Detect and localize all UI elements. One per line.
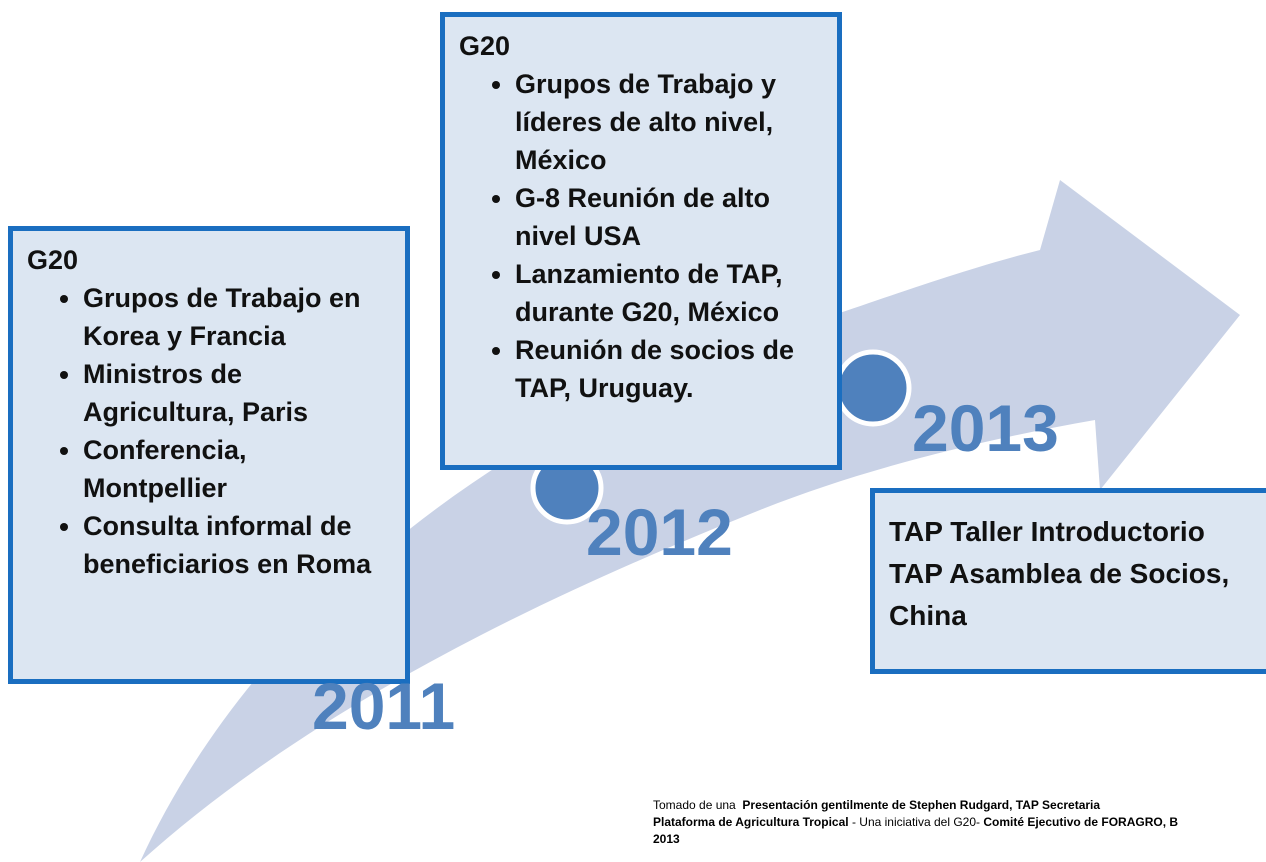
footer-note: Tomado de una Presentación gentilmente d… <box>653 797 1178 848</box>
footer-text: Plataforma de Agricultura Tropical <box>653 815 849 829</box>
bullet-item: Lanzamiento de TAP, durante G20, México <box>515 255 823 331</box>
bullet-item: Grupos de Trabajo y líderes de alto nive… <box>515 65 823 179</box>
milestone-box: TAP Taller Introductorio TAP Asamblea de … <box>870 488 1266 674</box>
milestone-box: G20Grupos de Trabajo en Korea y FranciaM… <box>8 226 410 684</box>
year-label: 2013 <box>912 391 1059 465</box>
milestone-box: G20Grupos de Trabajo y líderes de alto n… <box>440 12 842 470</box>
year-label: 2011 <box>312 669 456 743</box>
footer-text: - Una iniciativa del G20- <box>848 815 984 829</box>
year-label: 2012 <box>586 495 733 569</box>
footer-text: Comité Ejecutivo de FORAGRO, B <box>983 815 1179 829</box>
footer-line: Tomado de una Presentación gentilmente d… <box>653 797 1178 814</box>
bullet-list: Grupos de Trabajo en Korea y FranciaMini… <box>27 279 391 583</box>
box-line: TAP Asamblea de Socios, China <box>889 558 1230 631</box>
milestone-dot <box>834 349 912 427</box>
footer-line: 2013 <box>653 831 1178 848</box>
box-line: TAP Taller Introductorio <box>889 516 1205 547</box>
footer-text: 2013 <box>653 832 680 846</box>
footer-text: Presentación gentilmente de Stephen Rudg… <box>742 798 1101 812</box>
bullet-item: G-8 Reunión de alto nivel USA <box>515 179 823 255</box>
box-heading: G20 <box>27 245 79 275</box>
footer-text: Tomado de una <box>653 798 743 812</box>
arrow-shape <box>140 180 1240 862</box>
bullet-list: Grupos de Trabajo y líderes de alto nive… <box>459 65 823 407</box>
bullet-item: Consulta informal de beneficiarios en Ro… <box>83 507 391 583</box>
box-heading: G20 <box>459 31 511 61</box>
bullet-item: Grupos de Trabajo en Korea y Francia <box>83 279 391 355</box>
bullet-item: Reunión de socios de TAP, Uruguay. <box>515 331 823 407</box>
bullet-item: Ministros de Agricultura, Paris <box>83 355 391 431</box>
footer-line: Plataforma de Agricultura Tropical - Una… <box>653 814 1178 831</box>
bullet-item: Conferencia, Montpellier <box>83 431 391 507</box>
